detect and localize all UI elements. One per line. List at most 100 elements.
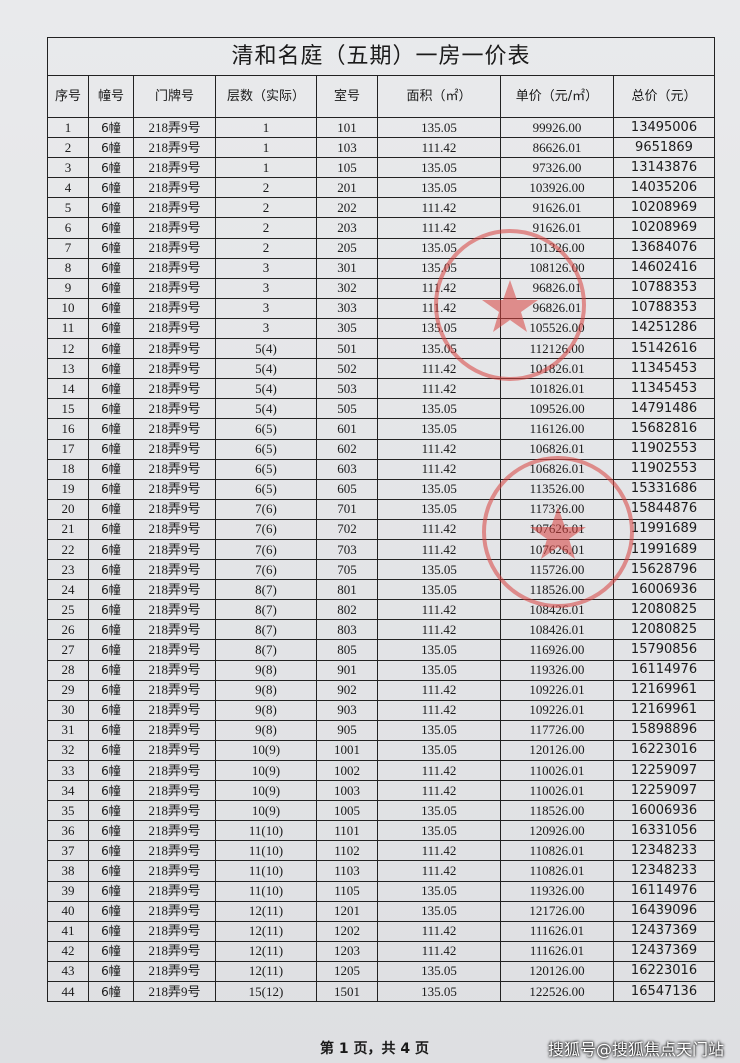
- cell-total-price: 12348233: [612, 840, 716, 862]
- cell-building: 6幢: [88, 719, 134, 741]
- cell-floor: 9(8): [215, 699, 317, 721]
- cell-address: 218弄9号: [133, 438, 216, 460]
- cell-address: 218弄9号: [133, 498, 216, 520]
- cell-building: 6幢: [88, 940, 134, 962]
- cell-total-price: 16547136: [612, 981, 716, 1003]
- cell-seq: 9: [47, 277, 89, 299]
- cell-unit-price: 108426.01: [500, 599, 614, 621]
- cell-room: 601: [316, 418, 378, 440]
- cell-total-price: 15682816: [612, 418, 716, 440]
- cell-floor: 5(4): [215, 338, 317, 360]
- table-row: 11 6幢 218弄9号 3 305 135.05 105526.00 14251286: [47, 317, 716, 340]
- cell-room: 1202: [316, 920, 378, 942]
- cell-floor: 10(9): [215, 739, 317, 762]
- cell-floor: 2: [215, 217, 317, 239]
- cell-building: 6幢: [88, 338, 134, 360]
- cell-total-price: 11345453: [612, 358, 716, 380]
- cell-building: 6幢: [88, 559, 134, 581]
- cell-seq: 44: [47, 981, 89, 1003]
- cell-unit-price: 120126.00: [500, 960, 614, 983]
- cell-address: 218弄9号: [133, 960, 216, 983]
- cell-building: 6幢: [88, 800, 134, 822]
- cell-unit-price: 119326.00: [500, 659, 614, 681]
- cell-unit-price: 103926.00: [500, 177, 614, 199]
- cell-area: 135.05: [377, 719, 501, 741]
- cell-building: 6幢: [88, 137, 134, 159]
- cell-unit-price: 116126.00: [500, 418, 614, 440]
- cell-unit-price: 120126.00: [500, 739, 614, 762]
- cell-unit-price: 101826.01: [500, 378, 614, 400]
- cell-seq: 20: [47, 498, 89, 520]
- cell-address: 218弄9号: [133, 780, 216, 802]
- cell-floor: 8(7): [215, 639, 317, 661]
- cell-unit-price: 109226.01: [500, 699, 614, 721]
- cell-building: 6幢: [88, 659, 134, 681]
- cell-building: 6幢: [88, 277, 134, 299]
- cell-seq: 16: [47, 418, 89, 440]
- table-row: 7 6幢 218弄9号 2 205 135.05 101326.00 13684076: [47, 237, 716, 259]
- cell-total-price: 11902553: [612, 458, 716, 480]
- cell-building: 6幢: [88, 177, 134, 199]
- table-row: 22 6幢 218弄9号 7(6) 703 111.42 107626.01 11991689: [47, 538, 716, 561]
- cell-address: 218弄9号: [133, 317, 216, 340]
- cell-seq: 7: [47, 237, 89, 259]
- cell-building: 6幢: [88, 358, 134, 380]
- cell-building: 6幢: [88, 820, 134, 842]
- cell-total-price: 15790856: [612, 639, 716, 661]
- cell-room: 702: [316, 518, 378, 540]
- table-row: 21 6幢 218弄9号 7(6) 702 111.42 107626.01 11991689: [47, 518, 716, 540]
- table-row: 34 6幢 218弄9号 10(9) 1003 111.42 110026.01 122590…: [47, 780, 716, 802]
- cell-seq: 15: [47, 398, 89, 420]
- cell-room: 502: [316, 358, 378, 380]
- cell-building: 6幢: [88, 780, 134, 802]
- table-row: 17 6幢 218弄9号 6(5) 602 111.42 106826.01 11902553: [47, 438, 716, 460]
- cell-unit-price: 119326.00: [500, 880, 614, 902]
- cell-unit-price: 96826.01: [500, 297, 614, 319]
- cell-area: 135.05: [377, 800, 501, 822]
- cell-address: 218弄9号: [133, 679, 216, 701]
- cell-building: 6幢: [88, 860, 134, 882]
- cell-seq: 30: [47, 699, 89, 721]
- cell-address: 218弄9号: [133, 599, 216, 621]
- cell-address: 218弄9号: [133, 739, 216, 762]
- cell-total-price: 14251286: [612, 317, 716, 340]
- cell-floor: 12(11): [215, 920, 317, 942]
- cell-building: 6幢: [88, 538, 134, 561]
- cell-unit-price: 91626.01: [500, 217, 614, 239]
- cell-building: 6幢: [88, 981, 134, 1003]
- cell-room: 605: [316, 478, 378, 500]
- table-row: 10 6幢 218弄9号 3 303 111.42 96826.01 10788353: [47, 297, 716, 319]
- cell-address: 218弄9号: [133, 559, 216, 581]
- cell-address: 218弄9号: [133, 800, 216, 822]
- cell-address: 218弄9号: [133, 759, 216, 782]
- cell-seq: 40: [47, 900, 89, 922]
- table-row: 43 6幢 218弄9号 12(11) 1205 135.05 120126.00 16223…: [47, 960, 716, 983]
- cell-total-price: 16331056: [612, 820, 716, 842]
- cell-building: 6幢: [88, 739, 134, 762]
- page-indicator: 第 1 页，共 4 页: [320, 1041, 429, 1057]
- cell-seq: 37: [47, 840, 89, 862]
- cell-floor: 15(12): [215, 981, 317, 1003]
- cell-total-price: 10208969: [612, 197, 716, 219]
- cell-room: 901: [316, 659, 378, 681]
- col-header-floor: 层数（实际）: [215, 75, 317, 118]
- cell-building: 6幢: [88, 116, 134, 139]
- cell-total-price: 13143876: [612, 157, 716, 179]
- cell-room: 503: [316, 378, 378, 400]
- cell-seq: 22: [47, 538, 89, 561]
- cell-seq: 23: [47, 559, 89, 581]
- cell-seq: 1: [47, 116, 89, 139]
- cell-unit-price: 99926.00: [500, 116, 614, 139]
- cell-area: 135.05: [377, 338, 501, 360]
- cell-room: 1001: [316, 739, 378, 762]
- cell-seq: 43: [47, 960, 89, 983]
- cell-address: 218弄9号: [133, 177, 216, 199]
- cell-seq: 11: [47, 317, 89, 340]
- table-row: 28 6幢 218弄9号 9(8) 901 135.05 119326.00 16114976: [47, 659, 716, 681]
- cell-seq: 14: [47, 378, 89, 400]
- cell-floor: 12(11): [215, 940, 317, 962]
- cell-total-price: 15331686: [612, 478, 716, 500]
- cell-area: 111.42: [377, 518, 501, 540]
- cell-total-price: 11991689: [612, 538, 716, 561]
- cell-room: 903: [316, 699, 378, 721]
